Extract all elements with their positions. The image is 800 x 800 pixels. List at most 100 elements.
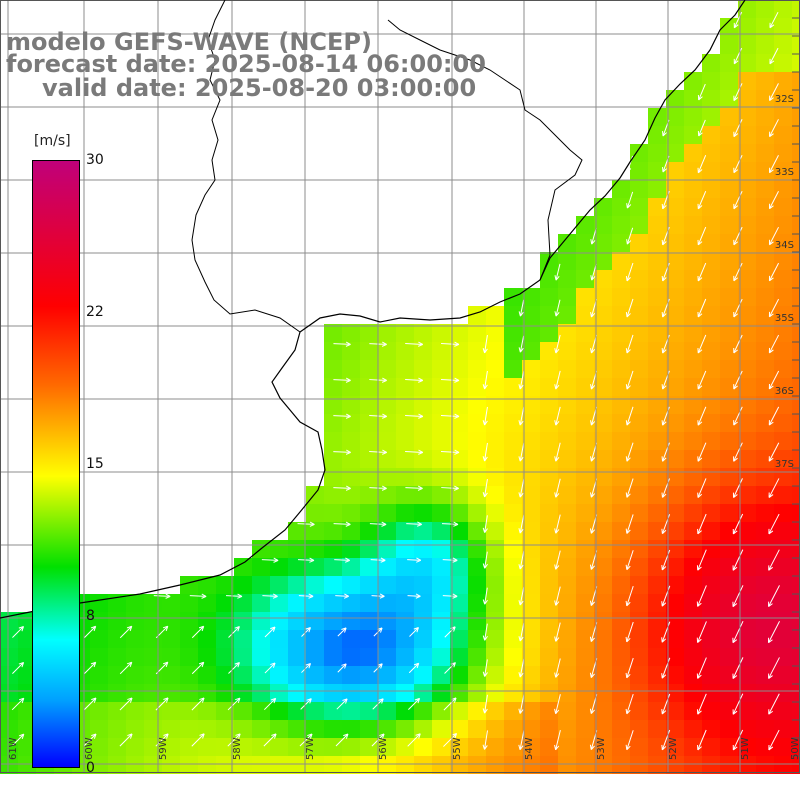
wind-arrow [333, 449, 351, 455]
wind-speed-cell [522, 360, 540, 378]
wind-speed-cell [450, 432, 468, 450]
wind-speed-cell [666, 324, 684, 342]
wind-speed-cell [234, 666, 252, 684]
wind-speed-cell [720, 54, 738, 72]
wind-arrow [482, 515, 488, 533]
wind-speed-cell [342, 540, 360, 558]
wind-speed-cell [756, 198, 774, 216]
wind-speed-cell [702, 252, 720, 270]
wind-speed-cell [162, 630, 180, 648]
wind-speed-cell [360, 666, 378, 684]
wind-speed-cell [720, 648, 738, 666]
wind-arrow [83, 625, 97, 639]
wind-speed-cell [324, 324, 342, 342]
wind-arrow [697, 154, 707, 174]
wind-speed-cell [270, 630, 288, 648]
wind-speed-cell [648, 432, 666, 450]
wind-speed-cell [774, 180, 792, 198]
wind-speed-cell [738, 594, 756, 612]
wind-speed-cell [594, 360, 612, 378]
wind-speed-cell [486, 594, 504, 612]
wind-speed-cell [594, 720, 612, 738]
wind-speed-cell [558, 504, 576, 522]
wind-speed-cell [90, 630, 108, 648]
wind-speed-cell [792, 270, 800, 288]
wind-speed-cell [576, 558, 594, 576]
wind-speed-cell [756, 72, 774, 90]
wind-speed-cell [90, 684, 108, 702]
wind-speed-cell [684, 738, 702, 756]
lon-label: 59W [158, 737, 169, 760]
wind-speed-cell [468, 324, 486, 342]
wind-speed-cell [522, 378, 540, 396]
wind-arrow [482, 659, 488, 677]
wind-speed-cell [396, 558, 414, 576]
wind-arrow [625, 262, 634, 282]
wind-speed-cell [684, 378, 702, 396]
wind-speed-cell [144, 702, 162, 720]
lat-label: 37S [774, 459, 794, 470]
wind-speed-cell [594, 252, 612, 270]
wind-speed-cell [612, 522, 630, 540]
wind-speed-cell [774, 18, 792, 36]
wind-arrow [482, 551, 488, 569]
wind-speed-cell [486, 306, 504, 324]
wind-speed-cell [288, 630, 306, 648]
wind-arrow [625, 730, 634, 751]
wind-speed-cell [630, 216, 648, 234]
wind-arrow [301, 627, 311, 637]
wind-speed-cell [450, 684, 468, 702]
wind-speed-cell [126, 702, 144, 720]
wind-speed-cell [216, 612, 234, 630]
wind-speed-cell [702, 540, 720, 558]
wind-speed-cell [504, 594, 522, 612]
wind-speed-cell [180, 648, 198, 666]
wind-speed-cell [576, 486, 594, 504]
wind-speed-cell [414, 360, 432, 378]
wind-speed-cell [702, 378, 720, 396]
wind-speed-cell [576, 666, 594, 684]
wind-speed-cell [666, 432, 684, 450]
wind-speed-cell [792, 468, 800, 486]
wind-arrow [554, 694, 561, 715]
wind-speed-cell [612, 720, 630, 738]
wind-arrow [696, 549, 707, 571]
wind-speed-cell [234, 648, 252, 666]
wind-arrow [227, 733, 241, 747]
wind-speed-cell [468, 648, 486, 666]
wind-speed-cell [720, 90, 738, 108]
wind-speed-cell [414, 468, 432, 486]
wind-arrow [336, 698, 348, 710]
wind-speed-cell [756, 360, 774, 378]
wind-speed-cell [666, 468, 684, 486]
wind-speed-cell [684, 612, 702, 630]
wind-speed-cell [342, 558, 360, 576]
wind-speed-cell [504, 396, 522, 414]
wind-speed-cell [396, 360, 414, 378]
wind-speed-cell [702, 54, 720, 72]
wind-speed-cell [558, 486, 576, 504]
wind-speed-cell [324, 360, 342, 378]
wind-arrow [625, 585, 634, 607]
wind-speed-cell [108, 648, 126, 666]
wind-speed-cell [648, 648, 666, 666]
wind-speed-cell [18, 612, 36, 630]
wind-speed-cell [792, 558, 800, 576]
wind-speed-cell [540, 306, 558, 324]
wind-speed-cell [324, 396, 342, 414]
wind-speed-cell [234, 684, 252, 702]
wind-speed-cell [558, 288, 576, 306]
wind-speed-cell [324, 450, 342, 468]
wind-speed-cell [144, 612, 162, 630]
wind-speed-cell [198, 702, 216, 720]
wind-speed-cell [504, 378, 522, 396]
wind-speed-cell [684, 306, 702, 324]
wind-speed-cell [738, 144, 756, 162]
wind-arrow [733, 298, 743, 318]
wind-speed-cell [288, 594, 306, 612]
wind-speed-cell [288, 540, 306, 558]
wind-arrow [228, 626, 240, 638]
wind-speed-cell [612, 234, 630, 252]
wind-arrow [518, 622, 525, 642]
wind-speed-cell [648, 450, 666, 468]
